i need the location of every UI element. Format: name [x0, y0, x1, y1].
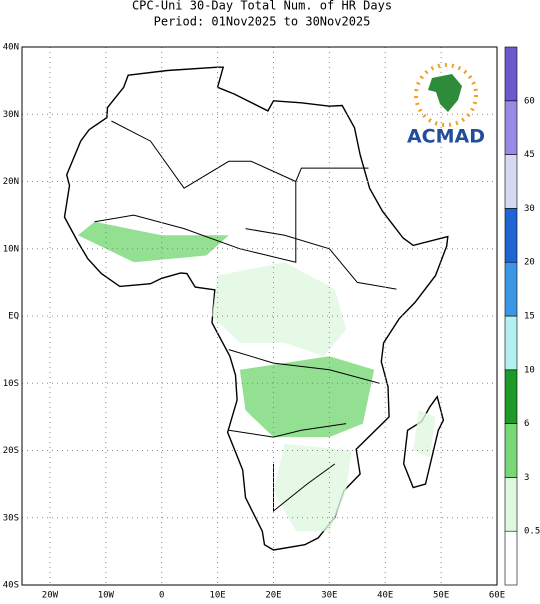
lon-tick-label: 20E — [265, 591, 281, 601]
lat-tick-label: 40N — [3, 43, 19, 53]
country-border — [295, 167, 369, 182]
lat-tick-label: 30N — [3, 110, 19, 120]
colorbar-label: 0.5 — [524, 527, 540, 537]
colorbar-label: 10 — [524, 365, 535, 375]
logo-rays — [414, 63, 478, 127]
colorbar-swatch — [504, 477, 518, 532]
colorbar-swatch — [504, 46, 518, 102]
colorbar-label: 15 — [524, 312, 535, 322]
lon-tick-label: 30E — [321, 591, 337, 601]
lon-tick-label: 0 — [159, 591, 164, 601]
rain-shading — [77, 221, 229, 263]
colorbar-swatch — [504, 423, 518, 478]
country-border — [228, 349, 380, 384]
colorbar-swatch — [504, 530, 518, 586]
rain-shading — [413, 410, 436, 458]
country-border — [245, 228, 397, 290]
colorbar-label: 6 — [524, 419, 529, 429]
rain-shading — [239, 356, 375, 438]
lon-tick-label: 50E — [433, 591, 449, 601]
lat-tick-label: 30S — [3, 513, 19, 523]
lon-tick-label: 10E — [209, 591, 225, 601]
colorbar-label: 45 — [524, 150, 535, 160]
colorbar-swatch — [504, 100, 518, 155]
country-border — [228, 423, 347, 438]
logo-text: ACMAD — [407, 126, 485, 148]
rain-shading — [212, 262, 347, 357]
logo-africa — [428, 74, 462, 112]
colorbar-label: 20 — [524, 258, 535, 268]
title-line: CPC-Uni 30-Day Total Num. of HR Days — [132, 0, 392, 13]
lat-tick-label: EQ — [8, 312, 19, 322]
lat-tick-label: 40S — [3, 581, 19, 591]
title-line: Period: 01Nov2025 to 30Nov2025 — [154, 15, 371, 29]
map-border — [21, 46, 498, 586]
colorbar-label: 60 — [524, 96, 535, 106]
colorbar-swatch — [504, 208, 518, 263]
colorbar-swatch — [504, 369, 518, 424]
colorbar-swatch — [504, 261, 518, 317]
lat-tick-label: 10N — [3, 244, 19, 254]
colorbar-label: 3 — [524, 473, 529, 483]
logo: ACMAD — [407, 63, 485, 148]
lon-tick-label: 60E — [489, 591, 505, 601]
colorbar-label: 30 — [524, 204, 535, 214]
lat-tick-label: 20N — [3, 177, 19, 187]
lon-tick-label: 10W — [98, 591, 115, 601]
lat-tick-label: 10S — [3, 379, 19, 389]
lon-tick-label: 40E — [377, 591, 393, 601]
colorbar: 0.5 3 6 10 15 20 30 45 60 — [504, 46, 540, 586]
lat-tick-label: 20S — [3, 446, 19, 456]
land — [63, 66, 449, 551]
lon-tick-label: 20W — [42, 591, 59, 601]
colorbar-swatch — [504, 315, 518, 371]
colorbar-swatch — [504, 154, 518, 209]
